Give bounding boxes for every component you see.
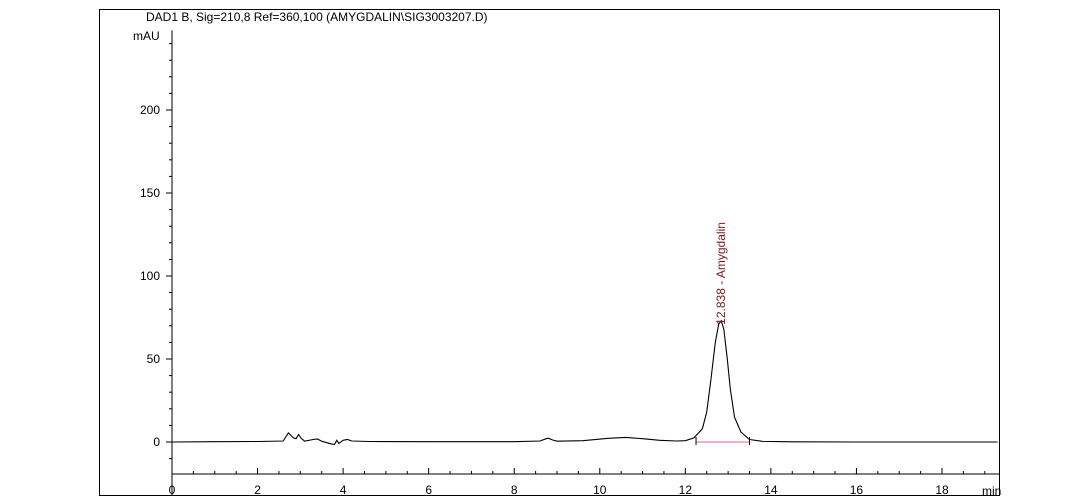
y-tick-label: 150 xyxy=(140,186,160,200)
plot-frame xyxy=(99,9,1000,496)
integration-markers xyxy=(695,437,750,445)
x-tick-label: 8 xyxy=(511,483,518,497)
signal-trace xyxy=(171,319,998,446)
y-tick-label: 100 xyxy=(140,269,160,283)
x-axis-label: min xyxy=(982,484,1001,498)
x-tick-label: 0 xyxy=(169,483,176,497)
x-tick-label: 4 xyxy=(340,483,347,497)
x-tick-label: 16 xyxy=(850,483,864,497)
y-axis-label: mAU xyxy=(133,29,160,43)
x-axis-ticks: 0 2 4 6 8 10 12 14 16 18 xyxy=(169,468,986,497)
y-tick-label: 50 xyxy=(147,352,161,366)
x-tick-label: 18 xyxy=(935,483,949,497)
peak-label-amygdalin: 12.838 - Amygdalin xyxy=(714,222,728,325)
y-tick-label: 0 xyxy=(153,435,160,449)
x-tick-label: 6 xyxy=(425,483,432,497)
y-tick-label: 200 xyxy=(140,103,160,117)
x-tick-label: 14 xyxy=(764,483,778,497)
y-axis-ticks: 0 50 100 150 200 xyxy=(140,43,172,460)
x-tick-label: 12 xyxy=(679,483,693,497)
x-tick-label: 2 xyxy=(254,483,261,497)
chart-title: DAD1 B, Sig=210,8 Ref=360,100 (AMYGDALIN… xyxy=(146,10,488,24)
x-tick-label: 10 xyxy=(593,483,607,497)
